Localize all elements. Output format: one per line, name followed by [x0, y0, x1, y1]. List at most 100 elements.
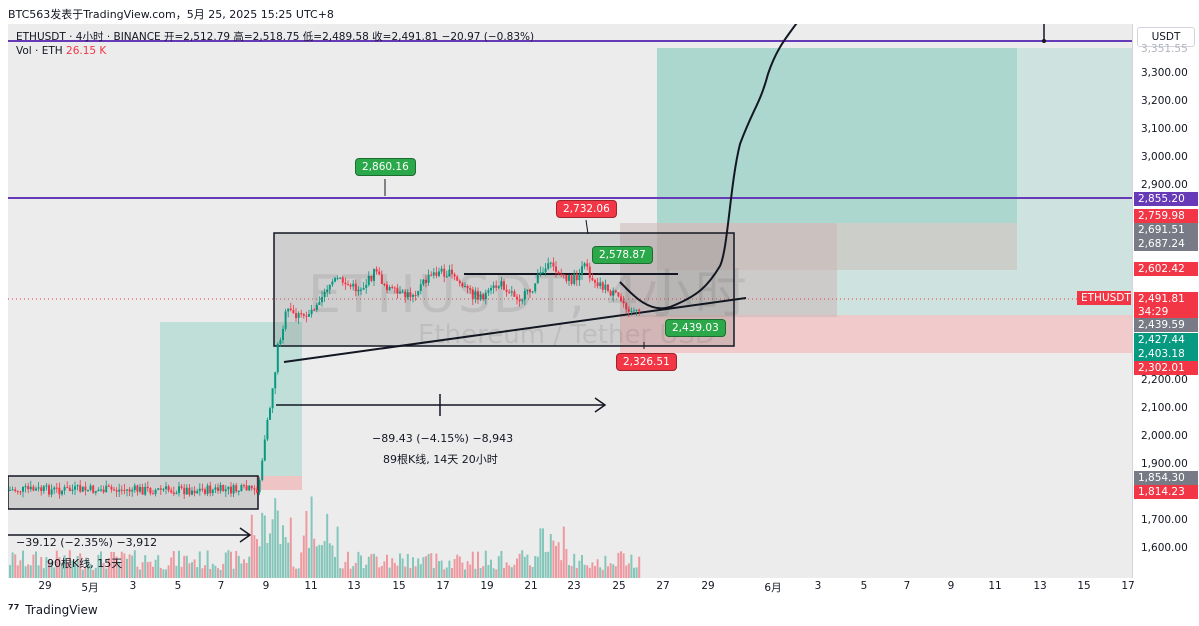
candle-body	[539, 272, 542, 275]
candle-body	[425, 279, 427, 283]
volume-bar	[305, 510, 308, 578]
candle-body	[570, 275, 573, 284]
callout-low-2326[interactable]: 2,326.51	[616, 353, 677, 371]
chart-canvas[interactable]	[8, 24, 1132, 578]
volume-bar	[300, 552, 303, 578]
candle-body	[175, 493, 178, 495]
volume-bar	[383, 561, 386, 578]
candle-body	[76, 485, 79, 487]
candle-body	[120, 489, 123, 491]
candle-body	[344, 282, 347, 285]
currency-unit-button[interactable]: USDT	[1137, 27, 1195, 47]
volume-bar	[292, 566, 295, 578]
volume-bar	[484, 550, 487, 578]
volume-legend[interactable]: Vol · ETH 26.15 K	[16, 44, 534, 58]
volume-bar	[427, 554, 430, 578]
candle-body	[92, 485, 95, 493]
candle-body	[453, 274, 456, 277]
volume-bar	[339, 568, 342, 578]
volume-bar	[45, 557, 48, 578]
candle-body	[367, 276, 370, 285]
price-label: 3,300.00	[1141, 67, 1188, 79]
time-label: 11	[988, 580, 1002, 592]
symbol-ohlc-line[interactable]: ETHUSDT · 4小时 · BINANCE 开=2,512.79 高=2,5…	[16, 31, 535, 43]
volume-bar	[604, 555, 607, 578]
callout-price-2578[interactable]: 2,578.87	[592, 246, 653, 264]
long-position-stop-zone[interactable]	[256, 476, 302, 490]
candle-body	[237, 490, 240, 492]
volume-bar	[32, 554, 35, 578]
volume-bar	[560, 560, 563, 578]
callout-price-2439[interactable]: 2,439.03	[665, 319, 726, 337]
candle-body	[201, 488, 204, 490]
volume-bar	[58, 557, 61, 578]
candle-body	[139, 487, 141, 492]
volume-bar	[115, 556, 118, 578]
tradingview-brand[interactable]: ⁷⁷ TradingView	[8, 603, 98, 618]
callout-high-2732[interactable]: 2,732.06	[556, 200, 617, 218]
candle-body	[404, 291, 407, 298]
candle-body	[222, 485, 225, 492]
volume-bar	[609, 563, 612, 578]
volume-bar	[167, 565, 170, 578]
time-label: 23	[567, 580, 581, 592]
volume-bar	[237, 555, 240, 578]
candle-body	[157, 488, 160, 490]
volume-bar	[521, 550, 524, 578]
candle-body	[490, 288, 492, 291]
volume-bar	[27, 564, 30, 578]
time-label: 21	[524, 580, 538, 592]
candle-body	[331, 281, 334, 285]
volume-bar	[445, 567, 448, 578]
candle-body	[81, 486, 84, 492]
support-trendline[interactable]	[283, 297, 747, 363]
volume-bar	[29, 565, 32, 578]
volume-bar	[570, 565, 573, 578]
volume-bar	[227, 550, 230, 578]
candle-body	[289, 308, 292, 311]
candle-body	[295, 313, 297, 318]
volume-bar	[14, 554, 17, 578]
candle-body	[393, 287, 396, 289]
time-label: 15	[392, 580, 406, 592]
candle-body	[256, 489, 258, 493]
projection-path[interactable]	[619, 24, 803, 310]
volume-bar	[555, 545, 557, 578]
candle-body	[66, 487, 69, 489]
volume-bar	[289, 517, 292, 578]
volume-bar	[204, 565, 206, 578]
chart-pane[interactable]: ETHUSDT, 4小时 Ethereum / Tether USD	[8, 24, 1132, 578]
callout-high-2860[interactable]: 2,860.16	[355, 158, 416, 176]
candle-body	[100, 489, 102, 491]
volume-bar	[94, 567, 97, 578]
volume-bar	[154, 559, 157, 578]
candle-body	[172, 492, 175, 494]
candle-body	[622, 300, 625, 304]
volume-bar	[505, 562, 508, 578]
candle-body	[310, 309, 313, 315]
volume-layer	[9, 496, 641, 578]
time-axis[interactable]: 29 5月 3 5 7 9 11 13 15 17 19 21 23 25 27 29 6月 3 5 7 9 11 13 15…	[8, 578, 1135, 594]
candle-body	[620, 296, 622, 301]
candle-body	[523, 291, 526, 300]
candle-body	[250, 485, 253, 489]
candle-body	[35, 488, 37, 491]
volume-bar	[180, 566, 183, 578]
price-scale[interactable]: USDT 3,351.55 3,300.00 3,200.00 3,100.00 3,…	[1077, 24, 1199, 578]
volume-bar	[318, 544, 321, 578]
volume-bar	[217, 568, 219, 578]
volume-bar	[219, 569, 222, 578]
candle-body	[16, 490, 19, 492]
volume-bar	[529, 565, 531, 578]
candle-body	[74, 486, 76, 490]
candle-body	[136, 485, 139, 492]
volume-bar	[349, 568, 352, 578]
volume-bar	[438, 561, 440, 578]
price-tag: 2,491.81	[1134, 292, 1198, 306]
volume-bar	[352, 566, 355, 578]
candle-body	[573, 273, 576, 284]
candle-body	[466, 286, 469, 288]
price-label: 3,000.00	[1141, 151, 1188, 163]
volume-bar	[107, 557, 110, 578]
chart-legend: ETHUSDT · 4小时 · BINANCE 开=2,512.79 高=2,5…	[16, 30, 534, 58]
